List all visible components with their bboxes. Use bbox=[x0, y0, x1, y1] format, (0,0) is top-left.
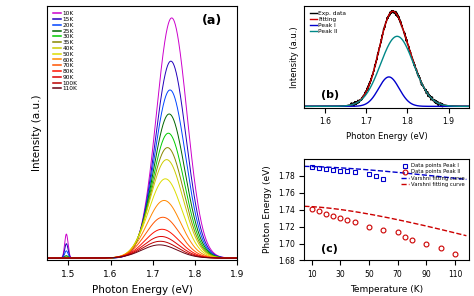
Fitting bbox=[433, 100, 439, 104]
Peak I bbox=[301, 104, 307, 108]
Y-axis label: Intensity (a.u.): Intensity (a.u.) bbox=[32, 95, 42, 171]
Peak II bbox=[466, 104, 472, 108]
Fitting bbox=[301, 104, 307, 108]
Peak I bbox=[368, 98, 374, 102]
Exp. data bbox=[368, 78, 374, 81]
Fitting bbox=[319, 104, 324, 108]
Fitting bbox=[390, 9, 396, 13]
Fitting bbox=[374, 56, 380, 60]
Y-axis label: Intensity (a.u.): Intensity (a.u.) bbox=[290, 26, 299, 88]
Peak I bbox=[466, 104, 472, 108]
X-axis label: Photon Energy (eV): Photon Energy (eV) bbox=[92, 285, 192, 295]
Peak I bbox=[430, 104, 436, 108]
Fitting bbox=[415, 72, 420, 75]
Exp. data bbox=[440, 105, 446, 109]
X-axis label: Photon Energy (eV): Photon Energy (eV) bbox=[346, 132, 428, 141]
Exp. data bbox=[319, 104, 324, 108]
Fitting bbox=[368, 78, 374, 81]
Legend: Exp. data, Fitting, Peak I, Peak II: Exp. data, Fitting, Peak I, Peak II bbox=[307, 9, 349, 36]
Peak I bbox=[374, 89, 380, 93]
Peak I bbox=[386, 75, 392, 79]
Line: Fitting: Fitting bbox=[304, 11, 469, 106]
Line: Peak I: Peak I bbox=[304, 77, 469, 106]
Peak II bbox=[415, 73, 420, 76]
X-axis label: Temperature (K): Temperature (K) bbox=[350, 285, 423, 294]
Peak I bbox=[433, 104, 439, 108]
Exp. data bbox=[466, 104, 472, 108]
Peak II bbox=[301, 104, 307, 108]
Fitting bbox=[430, 98, 436, 102]
Text: (c): (c) bbox=[321, 244, 338, 254]
Legend: 10K, 15K, 20K, 25K, 30K, 35K, 40K, 50K, 60K, 70K, 80K, 90K, 100K, 110K: 10K, 15K, 20K, 25K, 30K, 35K, 40K, 50K, … bbox=[50, 9, 80, 94]
Exp. data bbox=[430, 99, 436, 102]
Exp. data bbox=[301, 104, 307, 108]
Exp. data bbox=[415, 72, 420, 75]
Text: (b): (b) bbox=[321, 90, 339, 99]
Peak I bbox=[319, 104, 324, 108]
Exp. data bbox=[374, 57, 380, 61]
Exp. data bbox=[390, 9, 396, 12]
Fitting bbox=[466, 104, 472, 108]
Peak II bbox=[374, 71, 380, 75]
Peak II bbox=[319, 104, 324, 108]
Peak II bbox=[368, 84, 374, 88]
Line: Exp. data: Exp. data bbox=[304, 11, 469, 107]
Text: (a): (a) bbox=[201, 14, 222, 27]
Y-axis label: Photon Energy (eV): Photon Energy (eV) bbox=[263, 166, 272, 253]
Legend: Data points Peak I, Data points Peak II, Varshni fitting curve, Varshni fitting : Data points Peak I, Data points Peak II,… bbox=[399, 161, 466, 189]
Peak II bbox=[433, 100, 439, 104]
Peak I bbox=[415, 104, 420, 107]
Exp. data bbox=[433, 100, 439, 103]
Peak II bbox=[394, 35, 400, 38]
Peak II bbox=[430, 98, 436, 102]
Line: Peak II: Peak II bbox=[304, 36, 469, 106]
